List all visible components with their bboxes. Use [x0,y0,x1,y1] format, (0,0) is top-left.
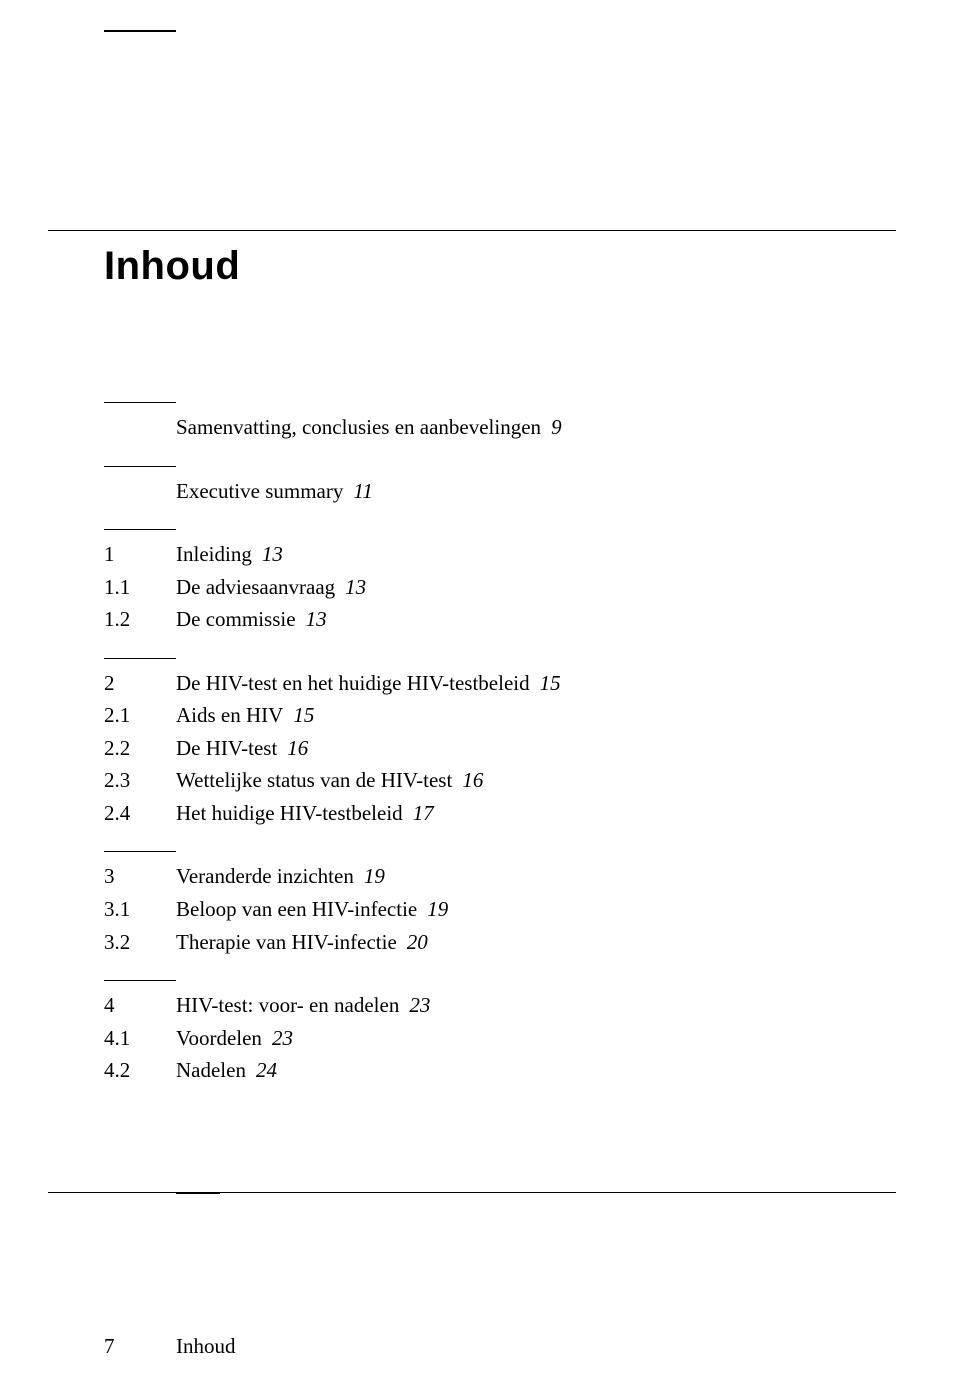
toc-entry: 1Inleiding 13 [104,538,896,571]
toc-entry-page: 13 [262,538,283,571]
toc-group-rule [104,851,176,852]
toc-entry-label: Inleiding [176,538,252,571]
title-rule-right [176,230,896,231]
footer-section-name: Inhoud [176,1334,236,1359]
toc-entry-page: 24 [256,1054,277,1087]
page: Inhoud Samenvatting, conclusies en aanbe… [0,0,960,1395]
toc-entry-label: Het huidige HIV-testbeleid [176,797,403,830]
toc-entry-number: 3.1 [104,893,176,926]
toc-entry: 1.2De commissie 13 [104,603,896,636]
toc-group: 1Inleiding131.1De adviesaanvraag131.2De … [104,529,896,636]
toc-entry: 3Veranderde inzichten 19 [104,860,896,893]
toc-entry-number: 2 [104,667,176,700]
title-rule-left [48,230,176,231]
toc-entry-page: 16 [462,764,483,797]
toc-entry-page: 13 [345,571,366,604]
bottom-rule-short [176,1192,220,1194]
toc-entry: Executive summary 11 [104,475,896,508]
toc-entry: 3.1Beloop van een HIV-infectie 19 [104,893,896,926]
toc-entry-label: Veranderde inzichten [176,860,354,893]
toc-entry: 2.4Het huidige HIV-testbeleid 17 [104,797,896,830]
toc-entry-number: 3 [104,860,176,893]
toc-entry-page: 17 [413,797,434,830]
toc-entry-page: 16 [287,732,308,765]
toc-entry-label: De HIV-test [176,732,277,765]
toc-group: Executive summary 11 [104,466,896,508]
toc-entry-page: 9 [551,411,562,444]
bottom-rule-outer [48,1192,176,1193]
toc-group: Samenvatting, conclusies en aanbevelinge… [104,402,896,444]
toc-entry-number: 2.1 [104,699,176,732]
toc-entry-label: Beloop van een HIV-infectie [176,893,417,926]
toc-entry-label: De HIV-test en het huidige HIV-testbelei… [176,667,530,700]
toc-entry-page: 19 [427,893,448,926]
toc-entry-label: Nadelen [176,1054,246,1087]
toc-entry-page: 13 [306,603,327,636]
toc-entry-page: 23 [409,989,430,1022]
toc-entry: 1.1De adviesaanvraag 13 [104,571,896,604]
toc-entry-label: Therapie van HIV-infectie [176,926,397,959]
table-of-contents: Samenvatting, conclusies en aanbevelinge… [104,402,896,1109]
toc-entry-label: De commissie [176,603,296,636]
toc-entry-number: 1.1 [104,571,176,604]
toc-entry-page: 23 [272,1022,293,1055]
toc-entry-number: 4.2 [104,1054,176,1087]
toc-entry-label: Aids en HIV [176,699,283,732]
toc-group: 3Veranderde inzichten193.1Beloop van een… [104,851,896,958]
toc-entry-number: 2.3 [104,764,176,797]
toc-group-rule [104,658,176,659]
footer-page-number: 7 [104,1334,176,1359]
toc-entry-page: 15 [540,667,561,700]
toc-entry-number: 3.2 [104,926,176,959]
top-decorative-rule-1 [104,30,176,32]
toc-entry: 3.2Therapie van HIV-infectie 20 [104,926,896,959]
toc-entry-page: 15 [293,699,314,732]
toc-entry-label: Executive summary [176,475,343,508]
toc-entry-label: De adviesaanvraag [176,571,335,604]
toc-entry: 2.2De HIV-test 16 [104,732,896,765]
toc-entry-number: 4 [104,989,176,1022]
bottom-rule-long [220,1192,896,1193]
toc-group: 2De HIV-test en het huidige HIV-testbele… [104,658,896,830]
toc-group-rule [104,466,176,467]
toc-entry-page: 11 [353,475,372,508]
toc-entry: 4HIV-test: voor- en nadelen 23 [104,989,896,1022]
toc-entry: 2.3Wettelijke status van de HIV-test 16 [104,764,896,797]
toc-entry-number: 1.2 [104,603,176,636]
toc-group-rule [104,402,176,403]
toc-entry-label: Samenvatting, conclusies en aanbevelinge… [176,411,541,444]
toc-group-rule [104,980,176,981]
toc-entry-number: 2.4 [104,797,176,830]
toc-group-rule [104,529,176,530]
toc-entry: 4.1Voordelen 23 [104,1022,896,1055]
toc-entry-label: Wettelijke status van de HIV-test [176,764,452,797]
toc-entry: 2De HIV-test en het huidige HIV-testbele… [104,667,896,700]
toc-entry: 2.1Aids en HIV 15 [104,699,896,732]
page-title: Inhoud [104,244,240,289]
toc-entry: Samenvatting, conclusies en aanbevelinge… [104,411,896,444]
toc-entry-number: 4.1 [104,1022,176,1055]
toc-entry: 4.2Nadelen 24 [104,1054,896,1087]
toc-entry-number: 1 [104,538,176,571]
toc-entry-number: 2.2 [104,732,176,765]
toc-entry-page: 19 [364,860,385,893]
toc-group: 4HIV-test: voor- en nadelen234.1Voordele… [104,980,896,1087]
toc-entry-label: Voordelen [176,1022,262,1055]
toc-entry-page: 20 [407,926,428,959]
toc-entry-label: HIV-test: voor- en nadelen [176,989,399,1022]
footer: 7 Inhoud [104,1334,236,1359]
